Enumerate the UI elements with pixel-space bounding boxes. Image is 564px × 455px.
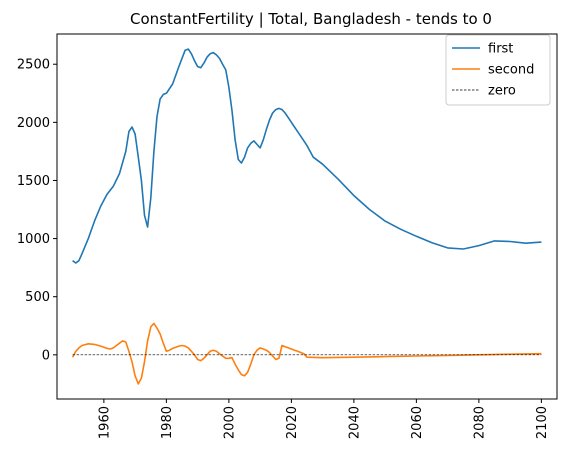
legend-label-zero: zero [488, 84, 516, 99]
legend-box [445, 34, 551, 106]
axes: 0 500 1000 1500 2000 2500 1960 1980 2000 2020 2040… [17, 33, 558, 439]
series-line-second [71, 322, 542, 385]
x-tick-label: 1960 [97, 406, 112, 439]
x-tick-label: 2000 [222, 406, 237, 439]
plot-frame [56, 33, 558, 400]
y-tick-label: 2000 [17, 116, 50, 131]
y-tick-label: 0 [42, 348, 50, 363]
x-tick-label: 2060 [410, 406, 425, 439]
chart-title: ConstantFertility | Total, Bangladesh - … [130, 10, 492, 28]
plot-area [71, 48, 542, 385]
series-line-first [72, 48, 542, 264]
x-tick-label: 2100 [535, 406, 550, 439]
x-tick-label: 1980 [160, 406, 175, 439]
y-tick-label: 2500 [17, 58, 50, 73]
x-tick-label: 2080 [472, 406, 487, 439]
x-tick-label: 2020 [285, 406, 300, 439]
legend-label-first: first [488, 42, 513, 57]
y-tick-label: 1000 [17, 232, 50, 247]
y-tick-label: 1500 [17, 174, 50, 189]
legend: first second zero [445, 34, 551, 106]
legend-label-second: second [488, 63, 534, 78]
x-tick-label: 2040 [347, 406, 362, 439]
y-tick-label: 500 [25, 290, 50, 305]
